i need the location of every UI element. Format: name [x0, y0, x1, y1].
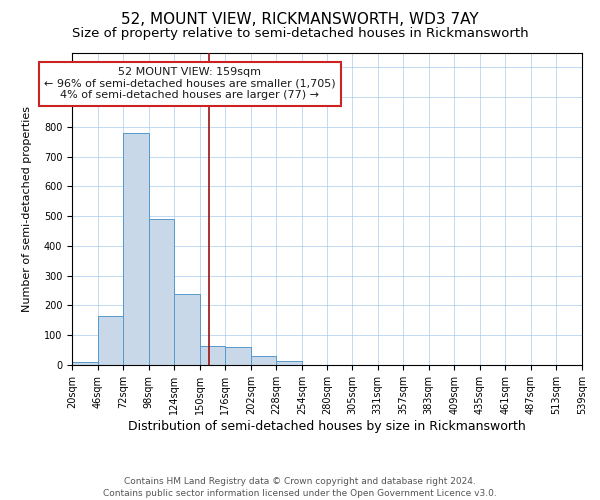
Text: 52, MOUNT VIEW, RICKMANSWORTH, WD3 7AY: 52, MOUNT VIEW, RICKMANSWORTH, WD3 7AY [121, 12, 479, 28]
Text: Contains HM Land Registry data © Crown copyright and database right 2024.
Contai: Contains HM Land Registry data © Crown c… [103, 476, 497, 498]
Bar [251, 356, 277, 365]
X-axis label: Distribution of semi-detached houses by size in Rickmansworth: Distribution of semi-detached houses by … [128, 420, 526, 432]
Y-axis label: Number of semi-detached properties: Number of semi-detached properties [22, 106, 32, 312]
Bar [98, 316, 123, 365]
Bar [123, 133, 149, 365]
Bar [174, 294, 200, 365]
Bar [72, 362, 98, 365]
Bar [200, 346, 225, 365]
Bar [149, 219, 174, 365]
Bar [277, 360, 302, 365]
Text: 52 MOUNT VIEW: 159sqm
← 96% of semi-detached houses are smaller (1,705)
4% of se: 52 MOUNT VIEW: 159sqm ← 96% of semi-deta… [44, 67, 336, 100]
Text: Size of property relative to semi-detached houses in Rickmansworth: Size of property relative to semi-detach… [71, 28, 529, 40]
Bar [225, 347, 251, 365]
